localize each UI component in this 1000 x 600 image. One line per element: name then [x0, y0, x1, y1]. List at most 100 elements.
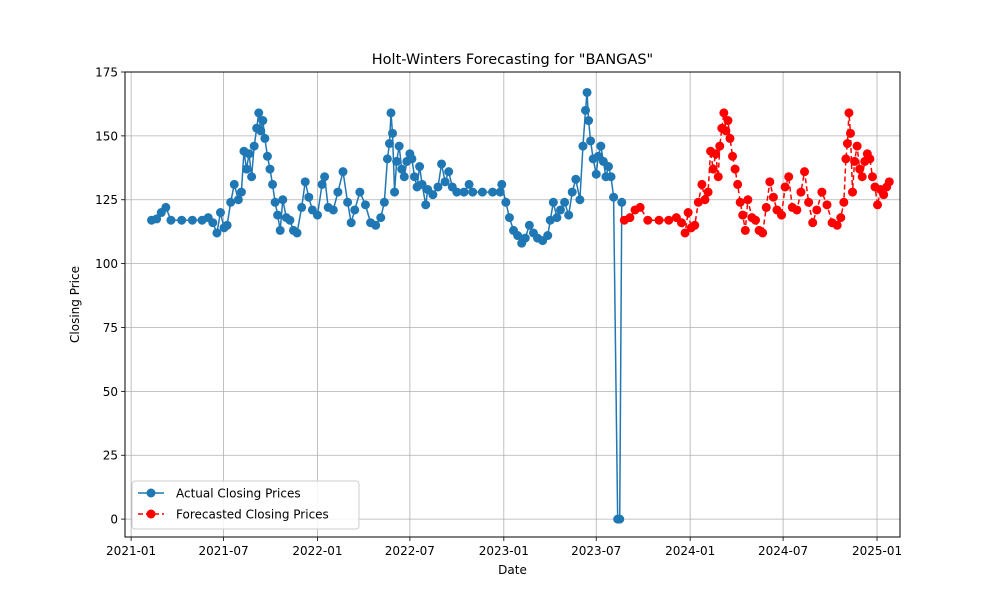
y-axis-title: Closing Price [68, 266, 82, 343]
data-point [468, 187, 478, 197]
data-point [495, 187, 505, 197]
data-point [715, 141, 725, 151]
data-point [464, 179, 474, 189]
data-point [433, 182, 443, 192]
data-point [725, 133, 735, 143]
data-point [222, 220, 232, 230]
data-point [459, 187, 469, 197]
data-point [713, 172, 723, 182]
data-point [728, 151, 738, 161]
legend-box [131, 480, 360, 530]
data-point [711, 149, 721, 159]
y-tick-label: 75 [103, 321, 118, 335]
data-point [743, 195, 753, 205]
data-point [873, 200, 883, 210]
data-point [842, 139, 852, 149]
data-point [258, 116, 268, 126]
data-point [808, 218, 818, 228]
data-point [260, 133, 270, 143]
data-point [584, 116, 594, 126]
data-point [379, 197, 389, 207]
legend: Actual Closing Prices Forecasted Closing… [131, 480, 360, 530]
data-point [421, 200, 431, 210]
data-point [730, 164, 740, 174]
y-tick-label: 25 [103, 449, 118, 463]
data-point [268, 179, 278, 189]
data-point [244, 149, 254, 159]
data-point [700, 195, 710, 205]
data-point [804, 197, 814, 207]
data-point [524, 220, 534, 230]
data-point [152, 214, 162, 224]
data-point [555, 205, 565, 215]
data-point [723, 116, 733, 126]
chart-title: Holt-Winters Forecasting for "BANGAS" [372, 52, 653, 68]
x-tick-label: 2022-07 [385, 544, 435, 558]
data-point [477, 187, 487, 197]
y-tick-label: 175 [95, 66, 118, 80]
data-point [285, 215, 295, 225]
x-tick-label: 2021-07 [198, 544, 248, 558]
data-point [278, 195, 288, 205]
data-point [603, 162, 613, 172]
x-tick-label: 2025-01 [852, 544, 902, 558]
data-point [664, 215, 674, 225]
x-tick-label: 2023-01 [479, 544, 529, 558]
y-tick-label: 50 [103, 385, 118, 399]
data-point [376, 213, 386, 223]
x-tick-label: 2024-07 [758, 544, 808, 558]
data-point [350, 205, 360, 215]
data-point [249, 141, 259, 151]
grid [125, 71, 900, 537]
data-point [226, 197, 236, 207]
data-point [765, 177, 775, 187]
data-point [857, 172, 867, 182]
data-point [812, 205, 822, 215]
data-point [615, 514, 625, 524]
data-point [738, 210, 748, 220]
data-point [751, 215, 761, 225]
series-forecast [619, 108, 894, 238]
data-point [841, 154, 851, 164]
data-point [233, 195, 243, 205]
data-point [382, 154, 392, 164]
data-point [609, 192, 619, 202]
legend-actual-label: Actual Closing Prices [176, 487, 301, 501]
data-point [792, 205, 802, 215]
data-point [497, 179, 507, 189]
x-tick-label: 2024-01 [665, 544, 715, 558]
data-point [879, 190, 889, 200]
x-tick-label: 2022-01 [292, 544, 342, 558]
data-point [735, 197, 745, 207]
y-tick-label: 125 [95, 193, 118, 207]
data-point [386, 108, 396, 118]
data-point [371, 220, 381, 230]
data-point [817, 187, 827, 197]
legend-forecast-marker [146, 509, 156, 519]
data-point [338, 167, 348, 177]
data-point [304, 192, 314, 202]
data-point [452, 187, 462, 197]
data-point [643, 215, 653, 225]
data-point [617, 197, 627, 207]
data-point [312, 210, 322, 220]
data-point [392, 156, 402, 166]
data-point [845, 128, 855, 138]
data-point [275, 225, 285, 235]
data-point [548, 197, 558, 207]
data-point [676, 218, 686, 228]
legend-forecast-label: Forecasted Closing Prices [176, 508, 329, 522]
data-point [832, 220, 842, 230]
plot-frame [124, 71, 901, 538]
data-point [552, 213, 562, 223]
series-actual [147, 87, 627, 524]
data-point [161, 202, 171, 212]
data-point [270, 197, 280, 207]
legend-actual-marker [146, 488, 156, 498]
data-point [317, 179, 327, 189]
data-point [884, 177, 894, 187]
data-point [564, 210, 574, 220]
data-point [208, 218, 218, 228]
data-point [428, 190, 438, 200]
